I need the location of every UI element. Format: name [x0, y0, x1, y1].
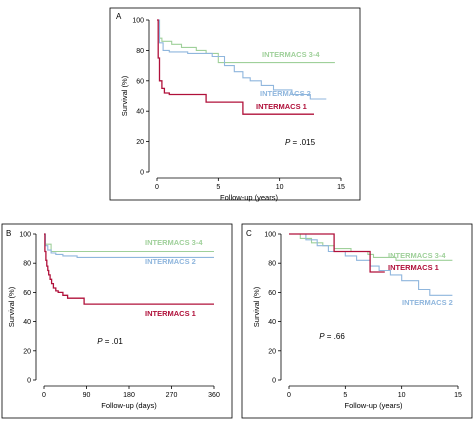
series-label-intermacs-1: INTERMACS 1 — [145, 309, 196, 318]
series-label-intermacs-2: INTERMACS 2 — [145, 257, 196, 266]
series-label-intermacs-1: INTERMACS 1 — [388, 263, 439, 272]
series-label-intermacs-3-4: INTERMACS 3-4 — [145, 238, 203, 247]
x-tick-label: 15 — [337, 184, 345, 191]
y-tick-label: 20 — [23, 348, 31, 355]
x-axis-label: Follow-up (years) — [220, 193, 278, 202]
x-tick-label: 10 — [398, 392, 406, 399]
x-tick-label: 360 — [208, 392, 220, 399]
y-tick-label: 40 — [23, 319, 31, 326]
x-tick-label: 5 — [343, 392, 347, 399]
y-tick-label: 60 — [268, 290, 276, 297]
y-tick-label: 0 — [140, 170, 144, 177]
series-line-intermacs-2 — [44, 233, 214, 258]
panel-a: A 0 20 40 60 80 100 Survival (%) 0 5 10 15 Follow-up… — [109, 7, 361, 202]
series-label-intermacs-3-4: INTERMACS 3-4 — [388, 251, 446, 260]
y-tick-label: 40 — [136, 109, 144, 116]
y-tick-label: 80 — [136, 48, 144, 55]
series-line-intermacs-2 — [157, 19, 327, 100]
panel-c: C 0 20 40 60 80 100 Survival (%) 0 5 10 15 Follow-up… — [241, 223, 473, 419]
series-line-intermacs-1 — [44, 233, 214, 305]
x-axis-label: Follow-up (years) — [345, 401, 403, 410]
series-label-intermacs-2: INTERMACS 2 — [402, 298, 453, 307]
y-tick-label: 0 — [272, 378, 276, 385]
x-tick-label: 180 — [123, 392, 135, 399]
p-value: P = .01 — [97, 337, 123, 346]
panel-frame — [1, 223, 233, 419]
y-tick-label: 100 — [264, 232, 276, 239]
y-tick-label: 80 — [268, 261, 276, 268]
panel-letter: C — [246, 229, 252, 238]
x-tick-label: 5 — [216, 184, 220, 191]
panel-frame — [109, 7, 361, 201]
series-label-intermacs-3-4: INTERMACS 3-4 — [262, 50, 320, 59]
y-tick-label: 80 — [23, 261, 31, 268]
y-tick-label: 20 — [136, 139, 144, 146]
p-value: P = .015 — [285, 138, 316, 147]
panel-letter: A — [116, 12, 122, 21]
series-line-intermacs-1 — [289, 233, 385, 273]
y-axis-label: Survival (%) — [7, 286, 16, 327]
y-tick-label: 20 — [268, 348, 276, 355]
x-tick-label: 270 — [166, 392, 178, 399]
x-tick-label: 10 — [276, 184, 284, 191]
series-line-intermacs-3-4 — [289, 233, 453, 261]
x-tick-label: 90 — [83, 392, 91, 399]
x-tick-label: 15 — [454, 392, 462, 399]
series-label-intermacs-1: INTERMACS 1 — [256, 102, 307, 111]
y-axis-label: Survival (%) — [120, 75, 129, 116]
y-tick-label: 100 — [132, 18, 144, 25]
series-label-intermacs-2: INTERMACS 2 — [260, 89, 311, 98]
x-tick-label: 0 — [42, 392, 46, 399]
series-line-intermacs-1 — [157, 19, 314, 115]
p-value: P = .66 — [319, 332, 345, 341]
y-tick-label: 100 — [19, 232, 31, 239]
y-axis-label: Survival (%) — [252, 286, 261, 327]
panel-b: B 0 20 40 60 80 100 Survival (%) 0 90 180 270 360 Fol… — [1, 223, 233, 419]
panel-letter: B — [6, 229, 11, 238]
y-tick-label: 0 — [27, 378, 31, 385]
x-axis-label: Follow-up (days) — [101, 401, 157, 410]
y-tick-label: 60 — [23, 290, 31, 297]
y-tick-label: 60 — [136, 78, 144, 85]
x-tick-label: 0 — [287, 392, 291, 399]
x-tick-label: 0 — [155, 184, 159, 191]
y-tick-label: 40 — [268, 319, 276, 326]
